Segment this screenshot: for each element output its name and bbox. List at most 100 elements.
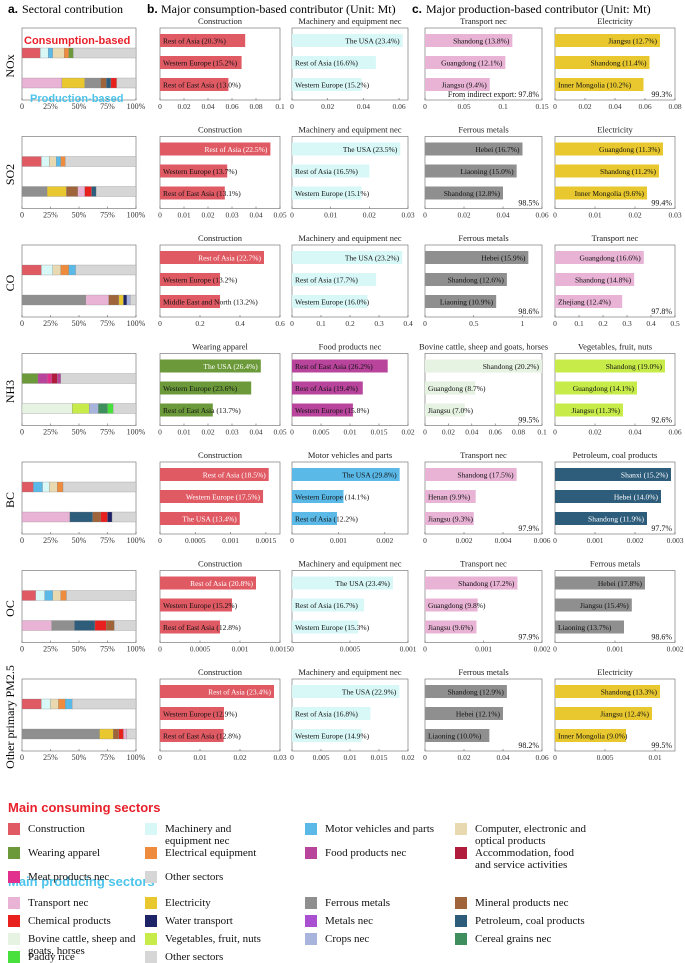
composition-segment	[118, 728, 124, 740]
bar-label: Rest of Asia (19.4%)	[295, 384, 358, 393]
bar	[425, 273, 507, 286]
bar-label: Shandong (12.6%)	[448, 276, 505, 285]
composition-segment	[123, 728, 128, 740]
bar-label: Western Europe (15.2%)	[163, 59, 238, 68]
composition-segment	[41, 264, 53, 276]
legend-item: Construction	[8, 823, 143, 835]
bar	[425, 512, 474, 525]
tick-label: 0	[423, 753, 427, 762]
legend-swatch	[305, 915, 317, 927]
legend-swatch	[305, 847, 317, 859]
composition-segment	[21, 77, 63, 89]
composition-segment	[65, 698, 73, 710]
bar-panel: Machinery and equipment nec The USA (22.9…	[290, 667, 415, 762]
bar	[292, 78, 362, 91]
composition-segment	[98, 403, 108, 414]
panel-title: Machinery and equipment nec	[298, 559, 401, 569]
composition-segment	[52, 47, 65, 59]
tick-label: 0.015	[371, 753, 388, 762]
composition-segment	[65, 156, 137, 167]
tick-label: 0.01	[343, 428, 356, 437]
legend-swatch	[145, 933, 157, 945]
bar-panel: Transport nec Shandong (13.8%) Guangdong (…	[423, 16, 549, 111]
bar	[292, 186, 362, 200]
bar	[160, 620, 220, 634]
legend-swatch	[8, 823, 20, 835]
tick-label: 0	[158, 753, 162, 762]
bar-label: Hebei (15.9%)	[481, 254, 526, 263]
bar	[292, 295, 368, 308]
panel-title: Petroleum, coal products	[573, 450, 658, 460]
bar-panel: Construction Rest of Asia (23.4%) Western …	[158, 667, 287, 762]
tick-label: 25%	[43, 645, 58, 654]
bar-label: Rest of East Asia (12.8%)	[163, 732, 241, 741]
composition-segment	[44, 590, 53, 601]
composition-segment	[61, 77, 85, 89]
tick-label: 0.6	[275, 319, 285, 328]
tick-label: 0.01	[324, 211, 337, 220]
tick-label: 0	[553, 428, 557, 437]
composition-segment	[91, 186, 97, 197]
composition-segment	[57, 481, 64, 493]
tick-label: 0.04	[496, 211, 509, 220]
composition-segment	[56, 156, 61, 167]
bar	[292, 381, 363, 395]
bar	[555, 468, 671, 481]
bar	[160, 490, 264, 503]
panel-note: 98.2%	[518, 741, 539, 750]
tick-label: 0.03	[273, 753, 286, 762]
bar	[555, 685, 660, 698]
tick-label: 0	[20, 753, 24, 762]
row-2: CO 0 25% 50% 75% 100% Construction Rest of Asia…	[3, 233, 680, 328]
bar-label: Shandong (12.9%)	[448, 688, 505, 697]
pollutant-label: SO2	[3, 164, 17, 185]
composition-segment	[33, 481, 43, 493]
tick-label: 0.02	[177, 102, 190, 111]
bar-label: Jiangsu (9.6%)	[428, 623, 473, 632]
tick-label: 0	[158, 211, 162, 220]
composition-segment	[106, 77, 112, 89]
tick-label: 0	[290, 102, 294, 111]
row-4: BC 0 25% 50% 75% 100% Construction Rest of Asia…	[3, 450, 684, 545]
composition-segment	[72, 403, 90, 414]
composition-segment	[89, 403, 99, 414]
tick-label: 0.05	[273, 428, 286, 437]
bar-panel: Transport nec Shandong (17.5%) Henan (9.9%…	[423, 450, 551, 545]
composition-frame	[21, 244, 137, 318]
legend-item: Machinery and equipment nec	[145, 823, 280, 847]
bar	[160, 512, 240, 525]
composition-segment	[94, 620, 107, 631]
tick-label: 0	[423, 102, 427, 111]
legend-label: Wearing apparel	[28, 847, 101, 859]
legend-label: Electricity	[165, 897, 211, 909]
bar	[160, 164, 228, 178]
legend-label: Chemical products	[28, 915, 111, 927]
bar	[555, 295, 623, 308]
bar	[292, 56, 376, 69]
tick-label: 0	[553, 102, 557, 111]
bar-label: Shandong (14.8%)	[575, 276, 632, 285]
legend-label: Construction	[28, 823, 85, 835]
bar	[425, 468, 517, 481]
row-3: NH3 0 25% 50% 75% 100% Wearing apparel The USA …	[3, 342, 682, 437]
tick-label: 0.1	[316, 319, 326, 328]
bar	[160, 403, 213, 417]
composition-segment	[85, 294, 109, 306]
legend-label: Food products nec	[325, 847, 407, 859]
header-a-letter: a.	[8, 2, 18, 16]
tick-label: 0.03	[225, 428, 238, 437]
legend-item: Cereal grains nec	[455, 933, 590, 945]
legend-swatch	[8, 933, 20, 945]
tick-label: 75%	[100, 536, 115, 545]
tick-label: 0	[290, 319, 294, 328]
bar-label: Rest of Asia (16.7%)	[295, 601, 358, 610]
panel-note: 97.7%	[651, 524, 672, 533]
composition-frame	[21, 353, 137, 426]
tick-label: 0.01	[648, 753, 661, 762]
composition-segment	[116, 77, 137, 89]
tick-label: 0.03	[401, 211, 414, 220]
bar-label: Rest of East Asia (12.8%)	[163, 623, 241, 632]
tick-label: 0.3	[622, 319, 632, 328]
bar	[292, 685, 400, 698]
tick-label: 0	[20, 536, 24, 545]
